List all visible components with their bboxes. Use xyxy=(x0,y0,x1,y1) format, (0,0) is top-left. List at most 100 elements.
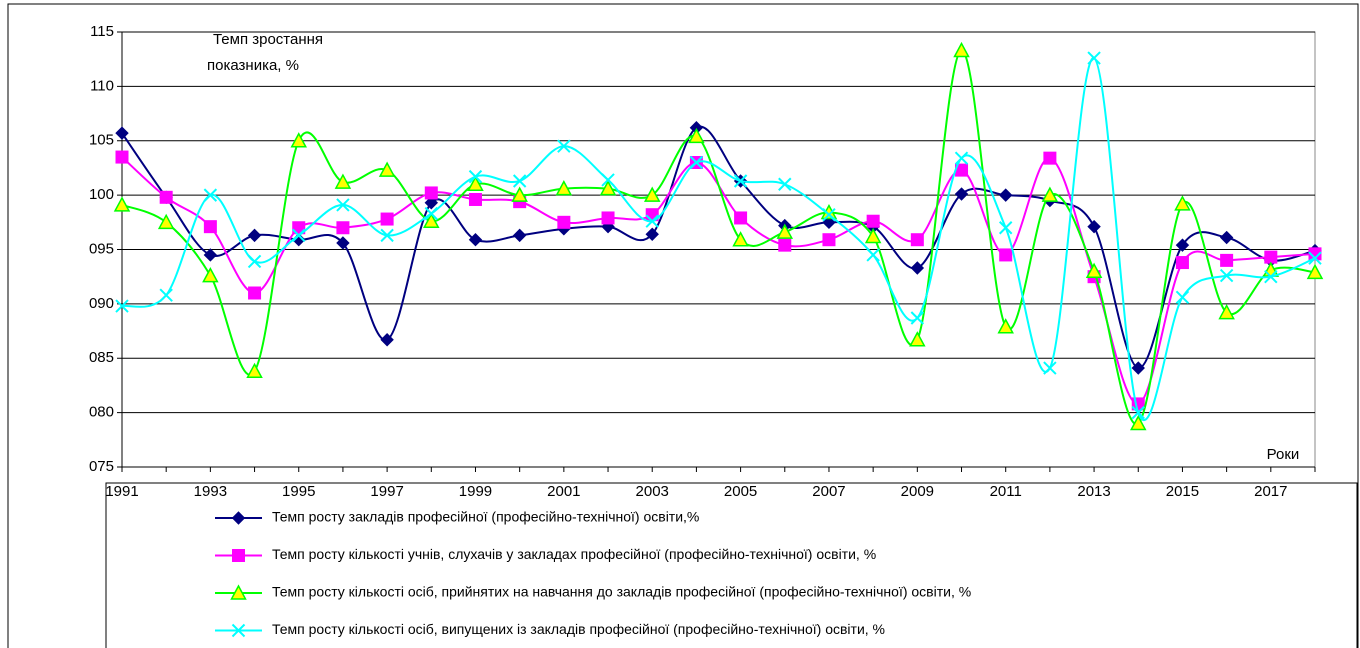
marker xyxy=(1043,361,1057,375)
series xyxy=(115,51,1322,422)
marker xyxy=(1264,250,1278,264)
marker xyxy=(203,248,218,262)
marker xyxy=(555,180,573,196)
marker xyxy=(910,311,925,325)
marker xyxy=(468,169,483,184)
y-tick-label: 110 xyxy=(90,77,114,94)
marker xyxy=(601,211,615,225)
marker xyxy=(231,623,246,638)
series-line xyxy=(121,156,1316,405)
marker xyxy=(1087,219,1101,234)
marker xyxy=(424,206,439,221)
marker xyxy=(424,186,438,200)
x-tick-label: 2005 xyxy=(724,483,757,500)
marker xyxy=(645,214,659,228)
marker xyxy=(866,214,880,228)
y-axis-label: показника, % xyxy=(207,57,299,74)
marker xyxy=(1175,256,1189,270)
marker xyxy=(248,286,262,300)
x-tick-label: 1995 xyxy=(282,483,315,500)
marker xyxy=(115,150,129,164)
marker xyxy=(822,233,836,247)
marker xyxy=(953,41,970,58)
marker xyxy=(999,248,1013,262)
x-tick-label: 2007 xyxy=(812,483,845,500)
marker xyxy=(512,228,527,243)
marker xyxy=(115,299,129,313)
marker xyxy=(599,180,617,196)
marker xyxy=(998,221,1013,235)
marker xyxy=(246,362,263,379)
marker xyxy=(778,238,792,252)
x-axis-label: Роки xyxy=(1267,446,1300,463)
marker xyxy=(468,233,483,247)
marker xyxy=(247,228,262,243)
marker xyxy=(336,236,350,250)
marker xyxy=(380,333,394,347)
series xyxy=(113,41,1324,431)
marker xyxy=(1131,405,1145,420)
marker xyxy=(1218,303,1235,320)
marker xyxy=(1041,186,1059,202)
y-axis-label: Темп зростання xyxy=(213,31,323,48)
marker xyxy=(230,584,247,600)
marker xyxy=(1175,238,1190,252)
y-tick-label: 115 xyxy=(90,23,114,40)
marker xyxy=(378,161,396,177)
y-tick-label: 090 xyxy=(89,295,114,312)
legend-label: Темп росту кількості осіб, прийнятих на … xyxy=(272,584,971,600)
marker xyxy=(424,196,439,210)
marker xyxy=(203,220,217,234)
marker xyxy=(1131,361,1145,375)
marker xyxy=(778,177,792,191)
marker xyxy=(336,221,350,235)
marker xyxy=(689,155,704,170)
marker xyxy=(909,331,926,347)
marker xyxy=(203,188,218,202)
marker xyxy=(1130,414,1147,431)
marker xyxy=(734,211,748,225)
x-tick-label: 1999 xyxy=(459,483,492,500)
marker xyxy=(1085,262,1103,278)
marker xyxy=(423,212,440,228)
marker xyxy=(1087,51,1101,65)
marker xyxy=(822,215,836,230)
marker xyxy=(1219,230,1234,245)
marker xyxy=(601,173,615,187)
marker xyxy=(159,190,173,204)
legend-box xyxy=(105,482,1358,648)
marker xyxy=(159,288,173,302)
x-tick-label: 1993 xyxy=(194,483,227,500)
marker xyxy=(334,173,352,189)
marker xyxy=(511,186,528,202)
marker xyxy=(910,233,924,247)
chart-frame xyxy=(7,3,1359,648)
legend-label: Темп росту закладів професійної (професі… xyxy=(272,509,699,525)
marker xyxy=(688,127,705,144)
marker xyxy=(645,227,659,241)
marker xyxy=(732,231,749,247)
marker xyxy=(1220,253,1234,267)
marker xyxy=(292,221,306,235)
marker xyxy=(822,207,836,222)
marker xyxy=(232,549,245,562)
marker xyxy=(1175,290,1190,305)
y-tick-label: 075 xyxy=(89,458,114,475)
legend-label: Темп росту кількості осіб, випущених із … xyxy=(272,621,885,637)
marker xyxy=(1043,151,1057,165)
marker xyxy=(1264,269,1278,284)
marker xyxy=(910,261,925,275)
x-tick-label: 2011 xyxy=(990,483,1022,500)
marker xyxy=(1308,251,1322,265)
marker xyxy=(231,511,246,525)
x-tick-label: 2013 xyxy=(1077,483,1110,500)
marker xyxy=(864,227,882,244)
x-tick-label: 2015 xyxy=(1166,483,1199,500)
marker xyxy=(468,192,482,206)
marker xyxy=(997,318,1014,334)
y-tick-label: 100 xyxy=(89,186,114,203)
marker xyxy=(380,228,394,243)
marker xyxy=(643,186,661,202)
marker xyxy=(292,228,306,243)
